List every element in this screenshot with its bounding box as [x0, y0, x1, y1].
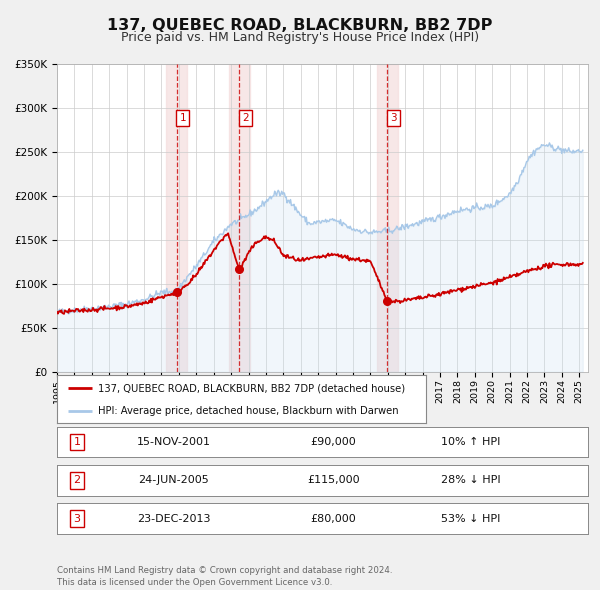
- Text: HPI: Average price, detached house, Blackburn with Darwen: HPI: Average price, detached house, Blac…: [98, 406, 398, 416]
- Text: £80,000: £80,000: [310, 514, 356, 523]
- Bar: [229, 64, 250, 372]
- Bar: [166, 64, 187, 372]
- Text: 3: 3: [74, 514, 80, 523]
- Text: Price paid vs. HM Land Registry's House Price Index (HPI): Price paid vs. HM Land Registry's House …: [121, 31, 479, 44]
- Text: 137, QUEBEC ROAD, BLACKBURN, BB2 7DP: 137, QUEBEC ROAD, BLACKBURN, BB2 7DP: [107, 18, 493, 32]
- Bar: [377, 64, 398, 372]
- Text: 15-NOV-2001: 15-NOV-2001: [137, 437, 211, 447]
- Text: 1: 1: [179, 113, 186, 123]
- Text: Contains HM Land Registry data © Crown copyright and database right 2024.
This d: Contains HM Land Registry data © Crown c…: [57, 566, 392, 587]
- Text: 24-JUN-2005: 24-JUN-2005: [139, 476, 209, 485]
- Text: 28% ↓ HPI: 28% ↓ HPI: [442, 476, 501, 485]
- Text: 3: 3: [390, 113, 397, 123]
- Text: 2: 2: [242, 113, 248, 123]
- Text: 2: 2: [74, 476, 81, 485]
- Text: 53% ↓ HPI: 53% ↓ HPI: [442, 514, 501, 523]
- Text: 10% ↑ HPI: 10% ↑ HPI: [442, 437, 501, 447]
- Text: 23-DEC-2013: 23-DEC-2013: [137, 514, 211, 523]
- Text: £90,000: £90,000: [310, 437, 356, 447]
- Text: £115,000: £115,000: [307, 476, 359, 485]
- Text: 137, QUEBEC ROAD, BLACKBURN, BB2 7DP (detached house): 137, QUEBEC ROAD, BLACKBURN, BB2 7DP (de…: [98, 383, 405, 393]
- Text: 1: 1: [74, 437, 80, 447]
